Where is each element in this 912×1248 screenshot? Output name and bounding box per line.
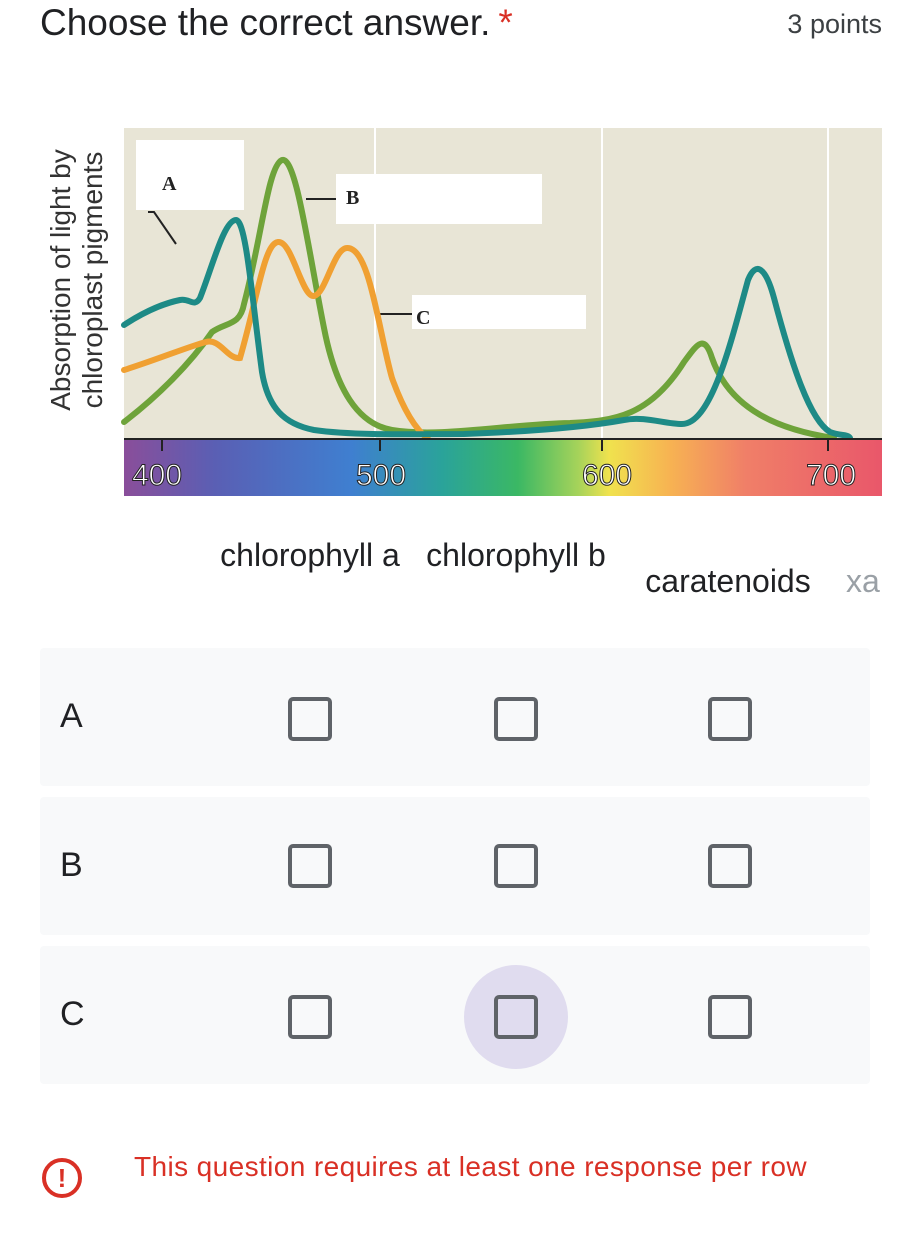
grid-row-a: A — [40, 648, 870, 786]
validation-error: ! This question requires at least one re… — [40, 1140, 882, 1230]
callout-label-c: C — [416, 307, 430, 329]
absorption-spectrum-figure: Absorption of light by chloroplast pigme… — [40, 128, 882, 496]
row-label-a: A — [60, 697, 83, 735]
exclamation-icon: ! — [42, 1158, 82, 1198]
checkbox-focus-ripple — [464, 965, 568, 1069]
checkbox-b-chlorophyll-a[interactable] — [288, 844, 332, 888]
checkbox-b-chlorophyll-b[interactable] — [494, 844, 538, 888]
curve-chlorophyll-b-green — [121, 157, 837, 441]
question-title: Choose the correct answer. * — [40, 2, 513, 43]
row-label-c: C — [60, 995, 85, 1033]
callout-box-b — [336, 174, 542, 224]
callout-box-a — [136, 140, 244, 210]
column-header-chlorophyll-b: chlorophyll b — [426, 537, 606, 573]
checkbox-a-caratenoids[interactable] — [708, 697, 752, 741]
tick-label-700: 700 — [806, 459, 856, 492]
grid-row-b: B — [40, 797, 870, 935]
column-header-chlorophyll-a: chlorophyll a — [220, 537, 400, 573]
question-header: Choose the correct answer. * 3 points — [40, 0, 882, 50]
spectrum-band — [124, 439, 882, 496]
grid-row-c: C — [40, 946, 870, 1084]
curve-carotenoids-orange — [121, 239, 431, 442]
callout-box-c — [412, 295, 586, 329]
absorption-chart: Absorption of light by chloroplast pigme… — [45, 128, 882, 496]
y-axis-label-line2: chloroplast pigments — [77, 152, 108, 409]
callout-label-a: A — [162, 173, 177, 195]
tick-label-400: 400 — [132, 459, 182, 492]
error-message: This question requires at least one resp… — [134, 1151, 807, 1182]
required-asterisk: * — [498, 2, 513, 43]
curve-chlorophyll-a-teal — [121, 216, 853, 441]
column-header-caratenoids: caratenoids — [645, 563, 811, 599]
checkbox-c-caratenoids[interactable] — [708, 995, 752, 1039]
checkbox-c-chlorophyll-b[interactable] — [494, 995, 538, 1039]
tick-label-500: 500 — [356, 459, 406, 492]
leader-line-a — [148, 211, 177, 245]
checkbox-c-chlorophyll-a[interactable] — [288, 995, 332, 1039]
question-points: 3 points — [787, 9, 882, 39]
checkbox-a-chlorophyll-b[interactable] — [494, 697, 538, 741]
row-label-b: B — [60, 846, 83, 884]
callout-label-b: B — [346, 187, 359, 209]
column-header-xa: xa — [846, 563, 880, 599]
checkbox-b-caratenoids[interactable] — [708, 844, 752, 888]
checkbox-a-chlorophyll-a[interactable] — [288, 697, 332, 741]
tick-label-600: 600 — [582, 459, 632, 492]
y-axis-label-line1: Absorption of light by — [45, 149, 76, 411]
